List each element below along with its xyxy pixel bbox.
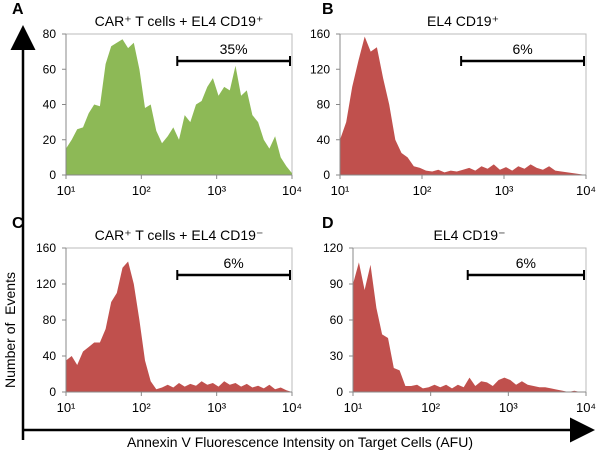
histogram-area <box>353 262 586 392</box>
y-tick-label: 160 <box>36 241 56 255</box>
histogram-area <box>66 261 292 392</box>
y-tick-label: 80 <box>43 27 57 41</box>
y-tick-label: 120 <box>323 241 343 255</box>
x-tick-label: 10³ <box>207 183 226 198</box>
x-tick-label: 10² <box>132 400 151 415</box>
gate-percentage: 6% <box>224 255 244 271</box>
panel-letter: C <box>12 215 24 232</box>
x-tick-label: 10⁴ <box>282 183 302 198</box>
x-tick-label: 10⁴ <box>576 400 596 415</box>
y-tick-label: 60 <box>330 313 344 327</box>
y-tick-label: 40 <box>317 133 331 147</box>
y-tick-label: 40 <box>43 349 57 363</box>
x-axis-label: Annexin V Fluorescence Intensity on Targ… <box>127 434 473 450</box>
x-tick-label: 10² <box>421 400 440 415</box>
x-tick-label: 10³ <box>499 400 518 415</box>
panel-C: C CAR⁺ T cells + EL4 CD19⁻ 0 40 80 120 160 10¹ 1… <box>12 215 302 415</box>
panel-B: B EL4 CD19⁺ 0 40 80 120 160 10¹ 10² 10³ 10⁴ 6% <box>310 1 596 198</box>
y-tick-label: 120 <box>310 62 330 76</box>
x-tick-label: 10¹ <box>331 183 350 198</box>
panel-title: CAR⁺ T cells + EL4 CD19⁻ <box>95 227 264 243</box>
panel-letter: A <box>12 1 24 18</box>
y-tick-label: 160 <box>310 27 330 41</box>
histogram-area <box>340 36 586 175</box>
panel-A: A CAR⁺ T cells + EL4 CD19⁺ 0 20 40 60 80 10¹ 10²… <box>12 1 302 198</box>
gate-percentage: 6% <box>512 41 532 57</box>
y-tick-label: 80 <box>43 313 57 327</box>
x-tick-label: 10³ <box>495 183 514 198</box>
y-tick-label: 90 <box>330 277 344 291</box>
histogram-area <box>66 39 292 175</box>
y-tick-label: 20 <box>43 133 57 147</box>
panel-title: EL4 CD19⁻ <box>434 227 506 243</box>
y-tick-label: 0 <box>323 168 330 182</box>
x-tick-label: 10¹ <box>57 400 76 415</box>
y-tick-label: 30 <box>330 349 344 363</box>
y-tick-label: 60 <box>43 62 57 76</box>
panel-letter: D <box>322 215 334 232</box>
y-tick-label: 80 <box>317 98 331 112</box>
x-tick-label: 10¹ <box>344 400 363 415</box>
y-tick-label: 0 <box>49 385 56 399</box>
x-tick-label: 10³ <box>207 400 226 415</box>
x-tick-label: 10⁴ <box>282 400 302 415</box>
panel-letter: B <box>322 1 334 18</box>
gate-percentage: 35% <box>220 41 248 57</box>
y-tick-label: 120 <box>36 277 56 291</box>
panel-title: CAR⁺ T cells + EL4 CD19⁺ <box>95 13 264 29</box>
x-tick-label: 10¹ <box>57 183 76 198</box>
panel-D: D EL4 CD19⁻ 0 30 60 90 120 10¹ 10² 10³ 10⁴ 6% <box>322 215 596 415</box>
y-axis-label: Number of Events <box>2 272 18 388</box>
y-tick-label: 0 <box>49 168 56 182</box>
gate-percentage: 6% <box>516 255 536 271</box>
x-tick-label: 10² <box>413 183 432 198</box>
x-tick-label: 10⁴ <box>576 183 596 198</box>
panel-title: EL4 CD19⁺ <box>427 13 499 29</box>
y-tick-label: 40 <box>43 98 57 112</box>
x-tick-label: 10² <box>132 183 151 198</box>
y-tick-label: 0 <box>336 385 343 399</box>
